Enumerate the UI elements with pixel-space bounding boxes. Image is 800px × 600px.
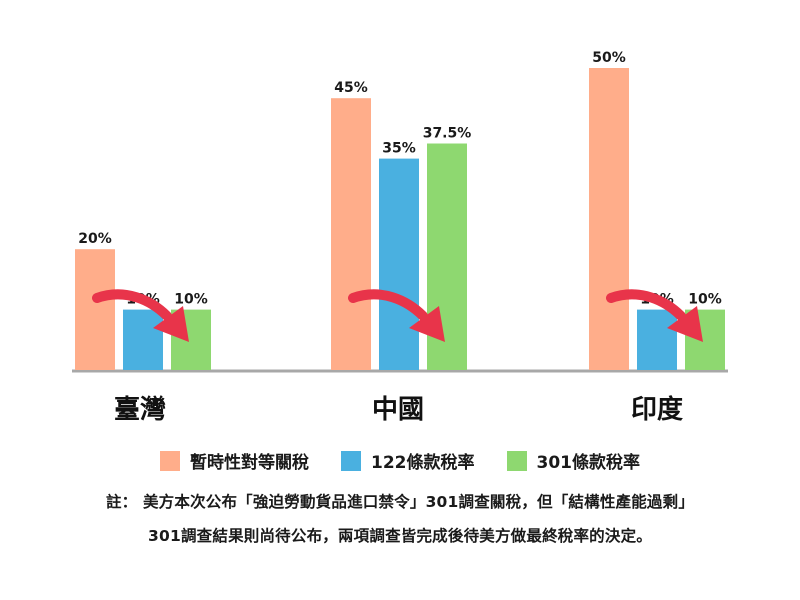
data-label: 45% <box>334 80 368 96</box>
data-label: 10% <box>688 292 722 308</box>
legend-item: 301條款稅率 <box>506 448 641 473</box>
decrease-arrow-icon <box>348 289 445 342</box>
legend: 暫時性對等關稅 122條款稅率 301條款稅率 <box>0 448 800 473</box>
category-label: 印度 <box>631 394 683 425</box>
legend-swatch <box>160 450 180 471</box>
data-label: 37.5% <box>423 126 472 142</box>
decrease-arrow-icon <box>606 289 703 342</box>
category-label: 臺灣 <box>114 395 166 425</box>
data-label: 20% <box>78 231 112 247</box>
bar <box>331 98 371 370</box>
data-label: 35% <box>382 141 416 157</box>
footnote-line-1: 註： 美方本次公布「強迫勞動貨品進口禁令」301調查關稅，但「結構性產能過剩」 <box>105 493 695 511</box>
bar <box>123 309 163 370</box>
legend-label: 122條款稅率 <box>371 453 475 473</box>
bar <box>379 158 419 370</box>
decrease-arrow-icon <box>92 289 189 342</box>
data-label: 10% <box>174 292 208 308</box>
bar <box>589 68 629 370</box>
bar-chart: 20%45%50%10%35%10%10%37.5%10%臺灣 中國 印度 <box>72 50 728 425</box>
legend-swatch <box>506 450 527 471</box>
legend-label: 暫時性對等關稅 <box>190 453 309 473</box>
legend-swatch <box>341 450 361 471</box>
footnote-line-2: 301調查結果則尚待公布，兩項調查皆完成後待美方做最終稅率的決定。 <box>148 527 652 545</box>
legend-item: 暫時性對等關稅 <box>160 448 309 473</box>
bar <box>637 309 677 370</box>
data-label: 50% <box>592 50 626 66</box>
legend-item: 122條款稅率 <box>341 448 475 473</box>
bar <box>75 249 115 370</box>
legend-label: 301條款稅率 <box>536 453 641 473</box>
category-label: 中國 <box>372 395 424 425</box>
